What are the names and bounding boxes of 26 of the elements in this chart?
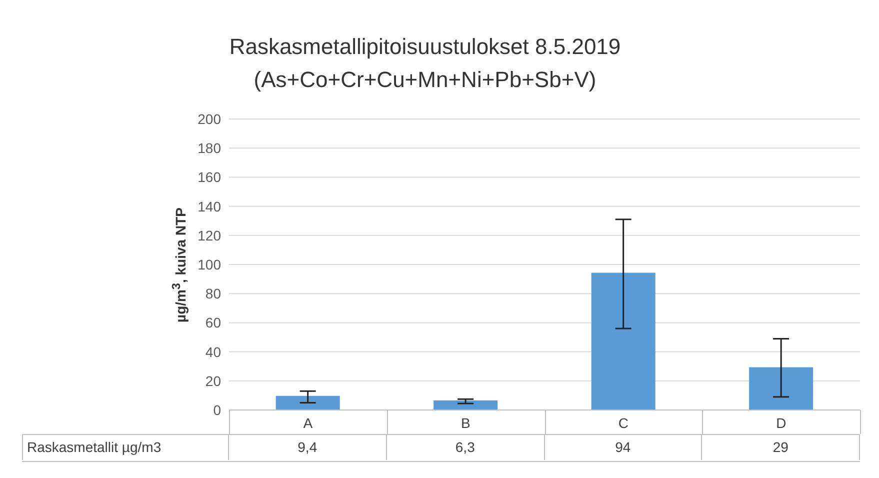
- y-tick-label: 100: [198, 256, 222, 272]
- bar: [591, 272, 656, 410]
- y-tick-label: 120: [198, 227, 222, 244]
- text: Raskasmetallit µg/m3: [22, 434, 229, 460]
- bar: [276, 396, 340, 410]
- x-tick-label: D: [776, 414, 786, 431]
- bar: [434, 400, 498, 410]
- y-tick-label: 140: [198, 198, 222, 214]
- chart-title: Raskasmetallipitoisuustulokset 8.5.2019: [228, 33, 622, 61]
- data-label: 9,4: [229, 434, 387, 460]
- bar: [749, 367, 814, 410]
- y-tick-label: 80: [205, 286, 222, 302]
- y-tick-label: 40: [205, 344, 222, 360]
- y-tick-label: 20: [205, 372, 222, 389]
- x-tick-label: C: [618, 414, 628, 431]
- data-label: 6,3: [386, 434, 544, 460]
- y-tick-label: 60: [205, 314, 222, 331]
- y-tick-label: 180: [198, 140, 222, 156]
- y-tick-label: 0: [213, 402, 222, 418]
- x-tick-label: B: [460, 414, 470, 431]
- chart-subtitle: (As+Co+Cr+Cu+Mn+Ni+Pb+Sb+V): [252, 66, 598, 94]
- y-tick-label: 160: [198, 169, 222, 186]
- data-label: 29: [702, 434, 860, 460]
- x-tick-label: A: [303, 414, 314, 431]
- data-label: 94: [544, 434, 702, 460]
- y-tick-label: 200: [198, 110, 222, 127]
